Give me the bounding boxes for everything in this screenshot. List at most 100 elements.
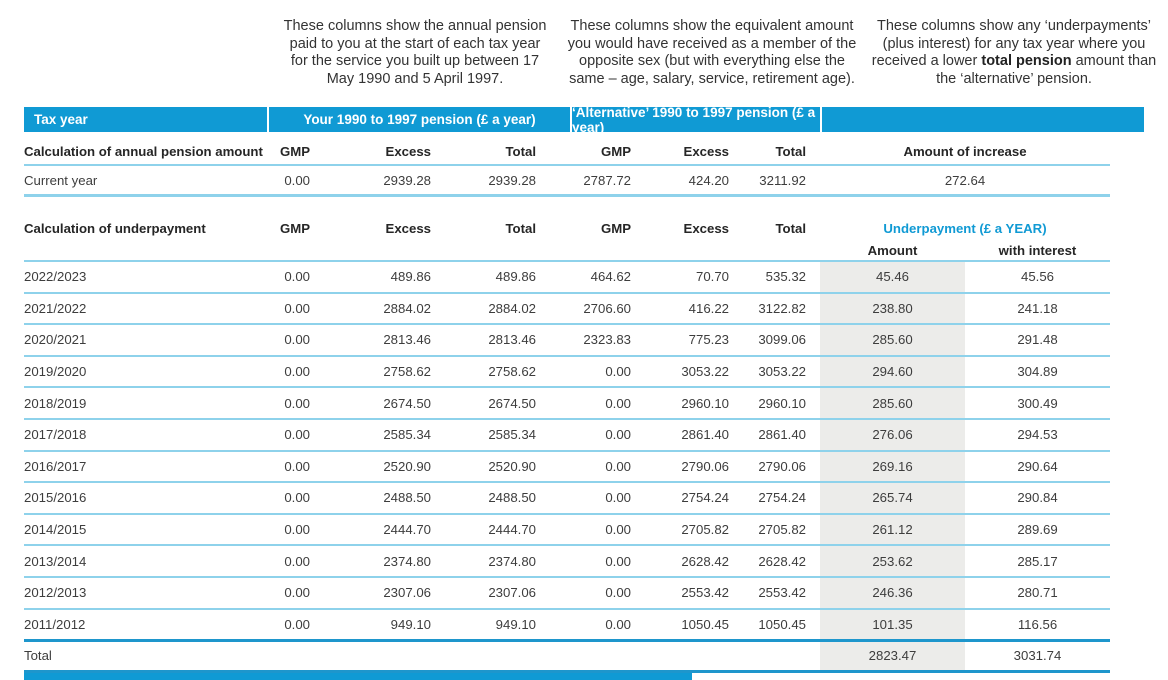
- cell-excess-alt: 2628.42: [681, 553, 729, 569]
- cell-excess-your: 2520.90: [383, 458, 431, 474]
- cell-total-your: 2307.06: [488, 585, 536, 601]
- cell-total-your: 2813.46: [488, 332, 536, 348]
- col-header-total-your: Total: [505, 220, 536, 236]
- cell-total-your: 949.10: [495, 616, 536, 632]
- cell-underpayment-interest: 116.56: [1017, 616, 1058, 632]
- cell-total-alt: 3211.92: [759, 172, 806, 188]
- cell-excess-your: 489.86: [390, 269, 431, 285]
- table-row: 2020/2021 0.00 2813.46 2813.46 2323.83 7…: [24, 325, 1110, 357]
- col-header-excess-alt: Excess: [683, 220, 729, 236]
- note-underpayment: These columns show any ‘underpayments’ (…: [868, 18, 1160, 88]
- note-your-pension: These columns show the annual pension pa…: [283, 18, 547, 87]
- cell-total-alt: 3099.06: [758, 332, 806, 348]
- cell-underpayment-amount: 101.35: [820, 609, 965, 639]
- cell-total-alt: 1050.45: [758, 616, 806, 632]
- col-header-total-alt: Total: [775, 143, 806, 159]
- cell-excess-your: 2884.02: [383, 300, 431, 316]
- cell-gmp-alt: 0.00: [605, 364, 631, 380]
- cell-excess-your: 2939.28: [383, 172, 431, 188]
- header-underpayment-section: [820, 107, 1144, 132]
- cell-underpayment-amount: 253.62: [820, 546, 965, 576]
- col-header-gmp-your: GMP: [279, 143, 310, 159]
- cell-underpayment-amount: 285.60: [820, 325, 965, 355]
- table-row: 2019/2020 0.00 2758.62 2758.62 0.00 3053…: [24, 356, 1110, 389]
- cell-gmp-alt: 0.00: [605, 427, 631, 443]
- cell-total-your: 2939.28: [488, 172, 536, 188]
- cell-total-your: 2884.02: [488, 300, 536, 316]
- table-row: 2014/2015 0.00 2444.70 2444.70 0.00 2705…: [24, 514, 1110, 547]
- table-row: 2011/2012 0.00 949.10 949.10 0.00 1050.4…: [24, 609, 1110, 642]
- col-header-gmp-your: GMP: [279, 220, 310, 236]
- cell-gmp-alt: 0.00: [605, 490, 631, 506]
- cell-gmp-your: 0.00: [284, 172, 310, 188]
- col-header-excess-your: Excess: [385, 143, 431, 159]
- cell-excess-alt: 2790.06: [681, 458, 729, 474]
- cell-underpayment-amount: 45.46: [820, 262, 965, 292]
- col-header-with-interest: with interest: [998, 242, 1077, 258]
- note-underpayment-bold: total pension: [981, 53, 1072, 70]
- cell-excess-your: 949.10: [390, 616, 431, 632]
- cell-total-alt: 2705.82: [758, 522, 806, 538]
- cell-underpayment-amount: 265.74: [820, 483, 965, 513]
- header-alternative-pension: ‘Alternative’ 1990 to 1997 pension (£ a …: [570, 105, 820, 135]
- col-header-gmp-alt: GMP: [600, 220, 631, 236]
- cell-underpayment-interest: 280.71: [1017, 585, 1058, 601]
- underpayment-section-header: Calculation of underpayment GMP Excess T…: [24, 216, 1110, 262]
- cell-underpayment-amount: 276.06: [820, 419, 965, 450]
- cell-gmp-alt: 2706.60: [583, 300, 631, 316]
- cell-excess-your: 2813.46: [383, 332, 431, 348]
- cell-underpayment-interest: 241.18: [1017, 300, 1058, 316]
- table-row-total: Total 2823.47 3031.74: [24, 641, 1110, 673]
- cell-gmp-alt: 0.00: [605, 458, 631, 474]
- cell-excess-your: 2488.50: [383, 490, 431, 506]
- cell-excess-your: 2444.70: [383, 522, 431, 538]
- cell-total-your: 2758.62: [488, 364, 536, 380]
- col-header-underpayment: Underpayment (£ a YEAR): [883, 220, 1047, 236]
- col-header-total-alt: Total: [775, 220, 806, 236]
- header-your-pension: Your 1990 to 1997 pension (£ a year): [267, 107, 570, 132]
- annual-section-header: Calculation of annual pension amount GMP…: [24, 138, 1110, 166]
- table-row: 2022/2023 0.00 489.86 489.86 464.62 70.7…: [24, 262, 1110, 294]
- row-label: 2018/2019: [24, 395, 87, 411]
- cell-excess-alt: 2960.10: [681, 395, 729, 411]
- cell-gmp-alt: 0.00: [605, 585, 631, 601]
- cell-underpayment-interest: 45.56: [1020, 269, 1054, 285]
- cell-gmp-your: 0.00: [284, 458, 310, 474]
- row-label: 2017/2018: [24, 427, 87, 443]
- cell-total-alt: 3053.22: [758, 364, 806, 380]
- cell-gmp-alt: 464.62: [590, 269, 631, 285]
- row-label: Current year: [24, 172, 98, 188]
- cell-excess-alt: 424.20: [688, 172, 729, 188]
- row-label: 2015/2016: [24, 490, 87, 506]
- table-row: 2012/2013 0.00 2307.06 2307.06 0.00 2553…: [24, 577, 1110, 610]
- cell-excess-alt: 775.23: [688, 332, 729, 348]
- cell-total-your: 2674.50: [488, 395, 536, 411]
- row-label: 2011/2012: [24, 616, 86, 632]
- cell-excess-your: 2585.34: [383, 427, 431, 443]
- cell-excess-alt: 2553.42: [681, 585, 729, 601]
- cell-amount-of-increase: 272.64: [944, 172, 986, 188]
- next-section-bar-partial: [24, 672, 692, 680]
- cell-gmp-your: 0.00: [284, 332, 310, 348]
- cell-excess-your: 2758.62: [383, 364, 431, 380]
- cell-total-your: 2444.70: [488, 522, 536, 538]
- row-label: Total: [24, 648, 52, 664]
- cell-underpayment-interest: 300.49: [1017, 395, 1058, 411]
- cell-gmp-your: 0.00: [284, 585, 310, 601]
- cell-excess-alt: 2705.82: [681, 522, 729, 538]
- cell-gmp-your: 0.00: [284, 395, 310, 411]
- cell-excess-alt: 70.70: [695, 269, 729, 285]
- underpayment-section-label: Calculation of underpayment: [24, 220, 206, 236]
- table-row: 2016/2017 0.00 2520.90 2520.90 0.00 2790…: [24, 451, 1110, 484]
- cell-total-your: 2488.50: [488, 490, 536, 506]
- section-gap: [24, 197, 1110, 216]
- cell-gmp-alt: 0.00: [605, 553, 631, 569]
- col-header-amount: Amount: [867, 242, 918, 258]
- cell-underpayment-amount: 261.12: [820, 514, 965, 545]
- cell-underpayment-amount: 246.36: [820, 577, 965, 608]
- cell-excess-your: 2374.80: [383, 553, 431, 569]
- cell-excess-alt: 2754.24: [681, 490, 729, 506]
- row-label: 2012/2013: [24, 585, 87, 601]
- cell-total-alt: 2960.10: [758, 395, 806, 411]
- cell-excess-alt: 3053.22: [681, 364, 729, 380]
